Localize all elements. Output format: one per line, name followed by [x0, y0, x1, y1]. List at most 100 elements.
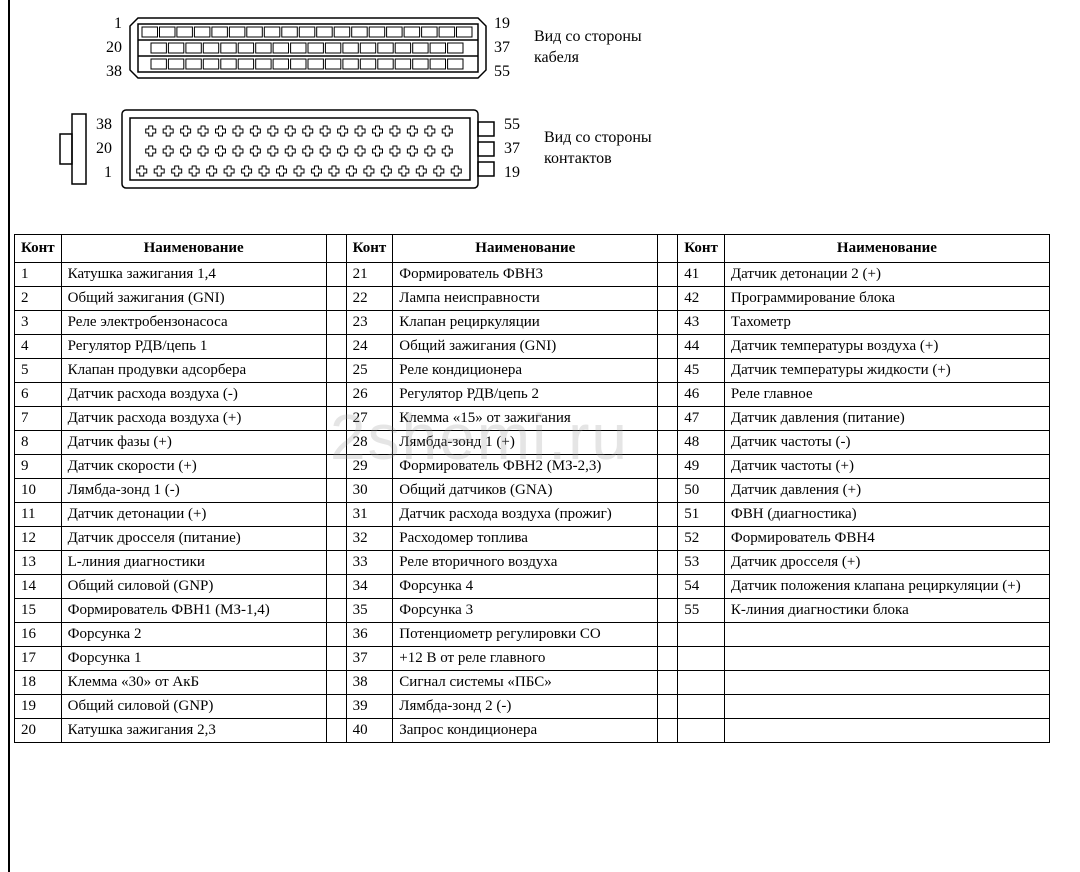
cell-pin-name: Лямбда-зонд 2 (-) — [393, 695, 658, 719]
cell-pin-number: 23 — [346, 311, 393, 335]
col-header-num: Конт — [678, 235, 725, 263]
connector2-clip-icon — [58, 104, 88, 194]
cell-pin-number: 20 — [15, 719, 62, 743]
cell-pin-number: 24 — [346, 335, 393, 359]
table-row: 14Общий силовой (GNP)34Форсунка 454Датчи… — [15, 575, 1050, 599]
cell-pin-number — [678, 623, 725, 647]
cell-pin-number: 42 — [678, 287, 725, 311]
cell-pin-number: 46 — [678, 383, 725, 407]
cell-gap — [658, 359, 678, 383]
cell-gap — [658, 647, 678, 671]
pin-label: 55 — [504, 113, 528, 137]
pin-label: 55 — [494, 60, 518, 84]
cell-pin-number: 49 — [678, 455, 725, 479]
cell-pin-name: Датчик температуры воздуха (+) — [724, 335, 1049, 359]
cell-pin-name: Расходомер топлива — [393, 527, 658, 551]
cell-pin-name: К-линия диагностики блока — [724, 599, 1049, 623]
page-left-rule — [8, 0, 10, 872]
cell-pin-name: Форсунка 3 — [393, 599, 658, 623]
connector2-svg — [118, 104, 498, 194]
cell-pin-name: Датчик дросселя (+) — [724, 551, 1049, 575]
cell-pin-number: 4 — [15, 335, 62, 359]
table-header-row: Конт Наименование Конт Наименование Конт… — [15, 235, 1050, 263]
cell-pin-name: Катушка зажигания 2,3 — [61, 719, 326, 743]
cell-pin-name: Форсунка 1 — [61, 647, 326, 671]
cell-pin-number: 12 — [15, 527, 62, 551]
col-header-name: Наименование — [724, 235, 1049, 263]
cell-gap — [326, 575, 346, 599]
cell-pin-name: L-линия диагностики — [61, 551, 326, 575]
cell-pin-number: 9 — [15, 455, 62, 479]
cell-pin-name: Общий силовой (GNP) — [61, 575, 326, 599]
cell-gap — [658, 719, 678, 743]
cell-pin-number: 28 — [346, 431, 393, 455]
cell-pin-name: Лямбда-зонд 1 (+) — [393, 431, 658, 455]
cell-gap — [326, 287, 346, 311]
cell-pin-number — [678, 695, 725, 719]
caption-line: контактов — [544, 150, 612, 167]
cell-gap — [658, 287, 678, 311]
cell-pin-name: Датчик дросселя (питание) — [61, 527, 326, 551]
cell-gap — [326, 455, 346, 479]
table-row: 6Датчик расхода воздуха (-)26Регулятор Р… — [15, 383, 1050, 407]
cell-pin-name: Датчик скорости (+) — [61, 455, 326, 479]
table-row: 8Датчик фазы (+)28Лямбда-зонд 1 (+)48Дат… — [15, 431, 1050, 455]
col-header-num: Конт — [15, 235, 62, 263]
connector-diagrams: 1 20 38 19 37 55 Вид со стор — [98, 10, 1072, 194]
cell-pin-number: 51 — [678, 503, 725, 527]
cell-pin-name: Датчик температуры жидкости (+) — [724, 359, 1049, 383]
cell-pin-name: Формирователь ФВН1 (МЗ-1,4) — [61, 599, 326, 623]
cell-gap — [326, 479, 346, 503]
cell-pin-number: 5 — [15, 359, 62, 383]
cell-pin-name: Датчик частоты (+) — [724, 455, 1049, 479]
cell-pin-number: 55 — [678, 599, 725, 623]
cell-pin-name — [724, 671, 1049, 695]
cell-gap — [326, 263, 346, 287]
cell-pin-name: Датчик положения клапана рециркуляции (+… — [724, 575, 1049, 599]
cell-pin-name: Запрос кондиционера — [393, 719, 658, 743]
table-row: 2Общий зажигания (GNI)22Лампа неисправно… — [15, 287, 1050, 311]
cell-pin-name: Катушка зажигания 1,4 — [61, 263, 326, 287]
col-header-num: Конт — [346, 235, 393, 263]
table-row: 3Реле электробензонасоса23Клапан рецирку… — [15, 311, 1050, 335]
cell-pin-number: 31 — [346, 503, 393, 527]
page: 1 20 38 19 37 55 Вид со стор — [0, 0, 1080, 743]
col-header-name: Наименование — [393, 235, 658, 263]
connector1-left-pins: 1 20 38 — [98, 12, 122, 84]
cell-gap — [658, 431, 678, 455]
table-row: 5Клапан продувки адсорбера25Реле кондици… — [15, 359, 1050, 383]
cell-pin-name: Общий силовой (GNP) — [61, 695, 326, 719]
cell-pin-number: 44 — [678, 335, 725, 359]
cell-pin-name: Клемма «15» от зажигания — [393, 407, 658, 431]
cell-gap — [326, 503, 346, 527]
cell-pin-name: Датчик давления (+) — [724, 479, 1049, 503]
cell-pin-number: 11 — [15, 503, 62, 527]
cell-gap — [326, 695, 346, 719]
cell-pin-number: 25 — [346, 359, 393, 383]
cell-pin-number: 3 — [15, 311, 62, 335]
cell-pin-number: 37 — [346, 647, 393, 671]
cell-pin-number: 14 — [15, 575, 62, 599]
cell-pin-name: Общий зажигания (GNI) — [61, 287, 326, 311]
cell-pin-name: Реле кондиционера — [393, 359, 658, 383]
cell-pin-name: Потенциометр регулировки СО — [393, 623, 658, 647]
cell-gap — [658, 623, 678, 647]
connector1-caption: Вид со стороны кабеля — [534, 27, 642, 69]
caption-line: Вид со стороны — [544, 129, 652, 146]
cell-pin-number — [678, 647, 725, 671]
cell-pin-name: Регулятор РДВ/цепь 1 — [61, 335, 326, 359]
table-row: 15Формирователь ФВН1 (МЗ-1,4)35Форсунка … — [15, 599, 1050, 623]
cell-gap — [658, 575, 678, 599]
pin-label: 1 — [98, 12, 122, 36]
cell-pin-name: Датчик расхода воздуха (-) — [61, 383, 326, 407]
pin-label: 37 — [494, 36, 518, 60]
cell-pin-name: Тахометр — [724, 311, 1049, 335]
cell-pin-number: 1 — [15, 263, 62, 287]
table-row: 20Катушка зажигания 2,340Запрос кондицио… — [15, 719, 1050, 743]
cell-pin-name: Клемма «30» от АкБ — [61, 671, 326, 695]
cell-pin-number: 32 — [346, 527, 393, 551]
cell-pin-number: 29 — [346, 455, 393, 479]
connector2-caption: Вид со стороны контактов — [544, 128, 652, 170]
connector-cable-side: 1 20 38 19 37 55 Вид со стор — [98, 10, 1072, 86]
cell-gap — [658, 527, 678, 551]
